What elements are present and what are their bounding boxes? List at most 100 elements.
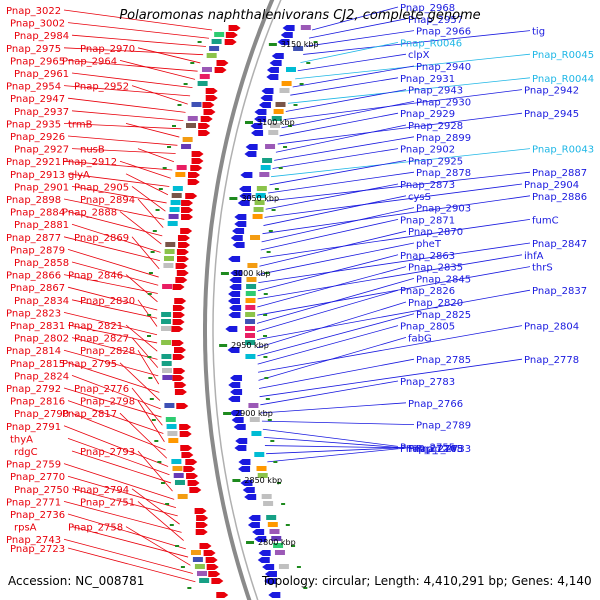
- left-gene-label[interactable]: Pnap_2975: [6, 44, 61, 55]
- left-gene-label[interactable]: Pnap_2846: [68, 271, 123, 282]
- right-gene-label[interactable]: Pnap_2826: [400, 286, 455, 297]
- left-gene-label[interactable]: Pnap_2793: [80, 447, 135, 458]
- left-gene-label[interactable]: Pnap_2834: [14, 296, 69, 307]
- right-gene-label[interactable]: Pnap_2873: [400, 180, 455, 191]
- left-gene-label[interactable]: Pnap_2750: [14, 485, 69, 496]
- right-gene-label[interactable]: Pnap_2789: [416, 421, 471, 432]
- right-gene-label[interactable]: Pnap_2930: [416, 97, 471, 108]
- right-gene-label[interactable]: Pnap_2957: [408, 15, 463, 26]
- left-gene-label[interactable]: Pnap_2970: [80, 44, 135, 55]
- right-gene-label[interactable]: Pnap_2945: [524, 109, 579, 120]
- left-gene-label[interactable]: Pnap_2771: [6, 497, 61, 508]
- left-gene-label[interactable]: Pnap_2937: [14, 107, 69, 118]
- right-gene-label[interactable]: fumC: [532, 215, 559, 226]
- right-gene-label[interactable]: Pnap_2783: [400, 377, 455, 388]
- left-gene-label[interactable]: Pnap_2901: [14, 182, 69, 193]
- left-gene-label[interactable]: Pnap_2952: [74, 82, 129, 93]
- right-gene-label[interactable]: Pnap_2845: [416, 274, 471, 285]
- right-gene-label[interactable]: Pnap_2904: [524, 180, 579, 191]
- left-gene-label[interactable]: Pnap_2869: [74, 233, 129, 244]
- left-gene-label[interactable]: Pnap_2816: [10, 397, 65, 408]
- left-gene-label[interactable]: Pnap_2821: [68, 321, 123, 332]
- left-gene-label[interactable]: Pnap_2964: [62, 56, 117, 67]
- left-gene-label[interactable]: Pnap_2759: [6, 460, 61, 471]
- left-gene-label[interactable]: Pnap_2736: [10, 510, 65, 521]
- left-gene-label[interactable]: Pnap_2867: [10, 283, 65, 294]
- left-gene-label[interactable]: Pnap_2913: [10, 170, 65, 181]
- rna-gene-label[interactable]: Pnap_R0046: [400, 38, 462, 49]
- right-gene-label[interactable]: Pnap_2804: [524, 322, 579, 333]
- left-gene-label[interactable]: Pnap_2827: [74, 334, 129, 345]
- right-gene-label[interactable]: ihfA: [524, 251, 544, 262]
- left-gene-label[interactable]: Pnap_2828: [80, 346, 135, 357]
- right-gene-label[interactable]: Pnap_2943: [408, 86, 463, 97]
- left-gene-label[interactable]: Pnap_2791: [6, 422, 61, 433]
- left-gene-label[interactable]: Pnap_2965: [10, 56, 65, 67]
- left-gene-label[interactable]: rpsA: [14, 523, 37, 534]
- right-gene-label[interactable]: Pnap_2878: [416, 168, 471, 179]
- left-gene-label[interactable]: Pnap_2866: [6, 271, 61, 282]
- right-gene-label[interactable]: Pnap_2745: [408, 444, 463, 455]
- right-gene-label[interactable]: Pnap_2805: [400, 322, 455, 333]
- left-gene-label[interactable]: Pnap_2879: [10, 245, 65, 256]
- right-gene-label[interactable]: Pnap_2902: [400, 145, 455, 156]
- left-gene-label[interactable]: Pnap_2984: [14, 31, 69, 42]
- left-gene-label[interactable]: Pnap_2802: [14, 334, 69, 345]
- right-gene-label[interactable]: Pnap_2863: [400, 251, 455, 262]
- right-gene-label[interactable]: Pnap_2837: [532, 286, 587, 297]
- left-gene-label[interactable]: Pnap_2817: [62, 409, 117, 420]
- right-gene-label[interactable]: Pnap_2886: [532, 192, 587, 203]
- right-gene-label[interactable]: Pnap_2766: [408, 399, 463, 410]
- right-gene-label[interactable]: Pnap_2940: [416, 62, 471, 73]
- left-gene-label[interactable]: Pnap_2898: [6, 195, 61, 206]
- left-gene-label[interactable]: Pnap_2814: [6, 346, 61, 357]
- right-gene-label[interactable]: Pnap_2755: [400, 442, 455, 453]
- left-gene-label[interactable]: Pnap_2824: [14, 371, 69, 382]
- right-gene-label[interactable]: tig: [532, 27, 545, 38]
- right-gene-label[interactable]: Pnap_2899: [416, 133, 471, 144]
- left-gene-label[interactable]: glyA: [68, 170, 90, 181]
- right-gene-label[interactable]: Pnap_2942: [524, 86, 579, 97]
- left-gene-label[interactable]: Pnap_2947: [10, 94, 65, 105]
- left-gene-label[interactable]: Pnap_2723: [10, 544, 65, 555]
- left-gene-label[interactable]: Pnap_2751: [80, 497, 135, 508]
- left-gene-label[interactable]: Pnap_2912: [62, 157, 117, 168]
- left-gene-label[interactable]: Pnap_2961: [14, 69, 69, 80]
- left-gene-label[interactable]: Pnap_2884: [10, 208, 65, 219]
- left-gene-label[interactable]: Pnap_2823: [6, 308, 61, 319]
- left-gene-label[interactable]: Pnap_2926: [10, 132, 65, 143]
- left-gene-label[interactable]: trmB: [68, 119, 93, 130]
- left-gene-label[interactable]: Pnap_2792: [6, 384, 61, 395]
- rna-gene-label[interactable]: Pnap_R0044: [532, 74, 594, 85]
- left-gene-label[interactable]: Pnap_2881: [14, 220, 69, 231]
- right-gene-label[interactable]: cysS: [408, 192, 431, 203]
- left-gene-label[interactable]: Pnap_2921: [6, 157, 61, 168]
- right-gene-label[interactable]: Pnap_2870: [408, 227, 463, 238]
- left-gene-label[interactable]: Pnap_2790: [14, 409, 69, 420]
- left-gene-label[interactable]: Pnap_2798: [80, 397, 135, 408]
- right-gene-label[interactable]: Pnap_2925: [408, 156, 463, 167]
- left-gene-label[interactable]: Pnap_2888: [62, 208, 117, 219]
- left-gene-label[interactable]: Pnap_2877: [6, 233, 61, 244]
- right-gene-label[interactable]: Pnap_2835: [408, 263, 463, 274]
- left-gene-label[interactable]: Pnap_2815: [10, 359, 65, 370]
- right-gene-label[interactable]: Pnap_2928: [408, 121, 463, 132]
- left-gene-label[interactable]: Pnap_2894: [80, 195, 135, 206]
- left-gene-label[interactable]: Pnap_2794: [74, 485, 129, 496]
- right-gene-label[interactable]: Pnap_2778: [524, 355, 579, 366]
- left-gene-label[interactable]: nusB: [80, 145, 105, 156]
- left-gene-label[interactable]: Pnap_2830: [80, 296, 135, 307]
- right-gene-label[interactable]: Pnap_2724: [400, 444, 455, 455]
- left-gene-label[interactable]: Pnap_2905: [74, 182, 129, 193]
- right-gene-label[interactable]: Pnap_2733: [416, 444, 471, 455]
- right-gene-label[interactable]: Pnap_2966: [416, 27, 471, 38]
- left-gene-label[interactable]: Pnap_2770: [10, 472, 65, 483]
- right-gene-label[interactable]: fabG: [408, 333, 432, 344]
- left-gene-label[interactable]: Pnap_2858: [14, 258, 69, 269]
- right-gene-label[interactable]: pheT: [416, 239, 442, 250]
- right-gene-label[interactable]: Pnap_2825: [416, 310, 471, 321]
- right-gene-label[interactable]: Pnap_2931: [400, 74, 455, 85]
- right-gene-label[interactable]: Pnap_2785: [416, 355, 471, 366]
- right-gene-label[interactable]: Pnap_2708: [408, 444, 463, 455]
- right-gene-label[interactable]: Pnap_2903: [416, 204, 471, 215]
